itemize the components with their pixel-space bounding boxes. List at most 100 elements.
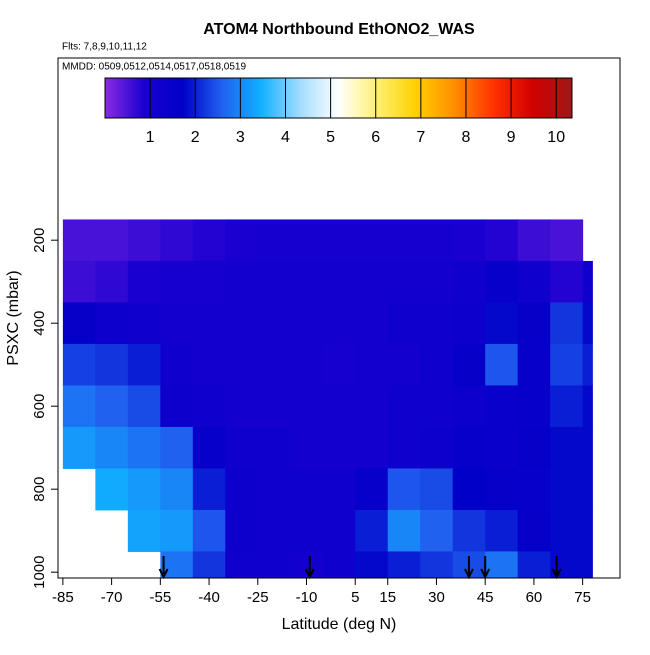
heatmap-cell (452, 302, 486, 345)
heatmap-cell (550, 343, 584, 386)
heatmap-cell (62, 343, 96, 386)
heatmap-cell (582, 509, 593, 552)
heatmap-cell (192, 468, 226, 511)
heatmap-cell (225, 426, 259, 469)
heatmap-cell (322, 509, 356, 552)
x-tick-label: 45 (477, 589, 494, 606)
heatmap-cell (387, 385, 421, 428)
colorbar-tick-label: 2 (191, 129, 200, 146)
heatmap-cell (517, 219, 551, 262)
heatmap-cell (160, 219, 194, 262)
heatmap-cell (192, 302, 226, 345)
heatmap-cell (257, 302, 291, 345)
heatmap-cell (160, 509, 194, 552)
heatmap-cell (355, 219, 389, 262)
heatmap-cell (452, 509, 486, 552)
heatmap-cell (452, 426, 486, 469)
heatmap-cell (420, 302, 454, 345)
heatmap-cell (192, 551, 226, 578)
heatmap-cell (322, 260, 356, 303)
heatmap-cell (257, 385, 291, 428)
heatmap-cell (485, 343, 519, 386)
heatmap-cell (582, 343, 593, 386)
heatmap-cell (550, 509, 584, 552)
heatmap-cell (452, 343, 486, 386)
heatmap-cell (420, 260, 454, 303)
heatmap-cell (322, 385, 356, 428)
heatmap-cell (62, 219, 96, 262)
heatmap-cell (485, 302, 519, 345)
heatmap-cell (387, 468, 421, 511)
heatmap-cell (160, 343, 194, 386)
colorbar-tick-label: 10 (547, 129, 565, 146)
heatmap-cell (517, 551, 551, 578)
heatmap-cell (225, 468, 259, 511)
heatmap-cell (62, 302, 96, 345)
heatmap-cell (290, 509, 324, 552)
heatmap-cell (322, 551, 356, 578)
heatmap-cell (517, 385, 551, 428)
heatmap-cell (160, 468, 194, 511)
heatmap-cell (550, 302, 584, 345)
heatmap-cell (485, 468, 519, 511)
y-tick-label: 600 (31, 394, 48, 419)
x-tick-label: 60 (526, 589, 543, 606)
heatmap-cell (452, 468, 486, 511)
heatmap-cell (420, 509, 454, 552)
heatmap-cell (452, 385, 486, 428)
heatmap-cell (550, 260, 584, 303)
heatmap-cell (290, 468, 324, 511)
plot-frame (57, 57, 621, 579)
x-tick-label: -10 (296, 589, 318, 606)
heatmap-cell (517, 302, 551, 345)
heatmap-cell (127, 426, 161, 469)
colorbar-tick-label: 5 (326, 129, 335, 146)
heatmap-cell (355, 343, 389, 386)
heatmap-cell (420, 426, 454, 469)
heatmap-cell (95, 468, 129, 511)
y-tick-label: 800 (31, 477, 48, 502)
heatmap-cell (355, 551, 389, 578)
heatmap-cell (322, 426, 356, 469)
annotation: Flts: 7,8,9,10,11,12 (62, 42, 147, 53)
heatmap-cell (322, 343, 356, 386)
heatmap-cell (95, 426, 129, 469)
heatmap-cell (582, 302, 593, 345)
y-tick-label: 1000 (31, 556, 48, 589)
heatmap-cell (257, 551, 291, 578)
colorbar-tick-label: 9 (507, 129, 516, 146)
heatmap-cell (485, 509, 519, 552)
heatmap-cell (582, 260, 593, 303)
heatmap-cell (517, 343, 551, 386)
heatmap-cell (127, 509, 161, 552)
heatmap-cell (95, 343, 129, 386)
heatmap-cell (485, 219, 519, 262)
heatmap-cell (225, 260, 259, 303)
heatmap-cell (420, 385, 454, 428)
arrow-head (304, 568, 315, 580)
heatmap-cell (290, 343, 324, 386)
heatmap-cell (355, 302, 389, 345)
heatmap-cell (95, 385, 129, 428)
arrow-head (480, 568, 491, 580)
heatmap-cell (127, 302, 161, 345)
heatmap-cell (322, 468, 356, 511)
arrow-head (158, 568, 169, 580)
heatmap-cell (225, 509, 259, 552)
heatmap-cell (62, 426, 96, 469)
heatmap-cell (452, 219, 486, 262)
heatmap-cell (225, 343, 259, 386)
heatmap-cell (62, 260, 96, 303)
y-tick-label: 200 (31, 228, 48, 253)
colorbar (104, 77, 573, 119)
heatmap-cell (192, 426, 226, 469)
y-axis-label: PSXC (mbar) (5, 270, 22, 365)
heatmap-cell (192, 343, 226, 386)
heatmap-cell (355, 468, 389, 511)
heatmap-cell (257, 468, 291, 511)
heatmap-cell (127, 385, 161, 428)
heatmap-cell (257, 219, 291, 262)
heatmap-cell (127, 468, 161, 511)
arrow-head (464, 568, 474, 580)
